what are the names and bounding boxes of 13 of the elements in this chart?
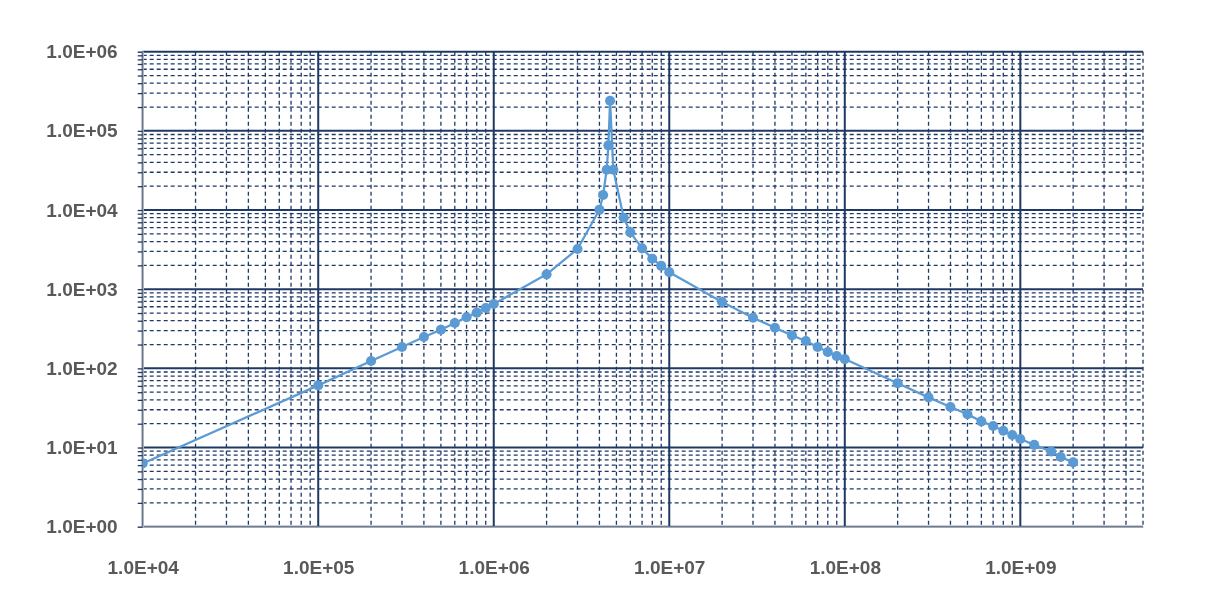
- y-tick-label: 1.0E+02: [46, 357, 118, 379]
- x-tick-label: 1.0E+07: [634, 557, 706, 579]
- x-tick-label: 1.0E+08: [809, 557, 881, 579]
- y-tick-label: 1.0E+00: [46, 516, 118, 538]
- x-tick-label: 1.0E+04: [107, 557, 180, 579]
- y-tick-label: 1.0E+06: [46, 41, 118, 63]
- x-tick-label: 1.0E+09: [985, 557, 1057, 579]
- x-tick-label: 1.0E+05: [283, 557, 355, 579]
- y-tick-label: 1.0E+03: [46, 278, 118, 300]
- y-tick-label: 1.0E+04: [46, 199, 119, 221]
- y-tick-label: 1.0E+05: [46, 120, 119, 142]
- x-tick-label: 1.0E+06: [458, 557, 530, 579]
- y-tick-label: 1.0E+01: [46, 437, 119, 459]
